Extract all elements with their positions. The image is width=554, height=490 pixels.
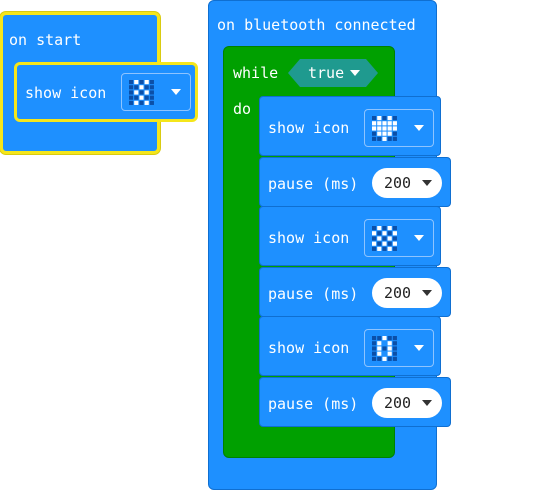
pause-duration-field[interactable]: 200 [372, 278, 442, 308]
pause-block[interactable]: pause (ms) 200 [259, 377, 451, 427]
icon-picker[interactable] [364, 109, 434, 147]
true-condition[interactable]: true [288, 59, 378, 87]
diamond-icon [372, 226, 397, 251]
show-icon-block[interactable]: show icon [259, 206, 441, 266]
heart-icon [372, 116, 397, 141]
show-icon-label: show icon [25, 84, 107, 102]
show-icon-block[interactable]: show icon [259, 316, 441, 376]
while-label: while [233, 64, 279, 82]
on-start-label: on start [9, 31, 82, 49]
icon-picker[interactable] [121, 73, 191, 111]
icon-picker[interactable] [364, 219, 434, 257]
on-start-show-icon-block[interactable]: show icon [14, 62, 198, 122]
pause-value: 200 [384, 174, 412, 192]
pause-block[interactable]: pause (ms) 200 [259, 157, 451, 207]
show-icon-block[interactable]: show icon [259, 96, 441, 156]
icon-picker[interactable] [364, 329, 434, 367]
show-icon-label: show icon [268, 119, 350, 137]
pause-value: 200 [384, 284, 412, 302]
show-icon-label: show icon [268, 339, 350, 357]
pause-label: pause (ms) [268, 285, 359, 303]
pause-label: pause (ms) [268, 175, 359, 193]
chevron-down-icon [414, 345, 424, 351]
chevron-down-icon [414, 235, 424, 241]
condition-value: true [308, 64, 345, 82]
small-diamond-icon [129, 80, 154, 105]
chevron-down-icon [422, 290, 432, 296]
pause-label: pause (ms) [268, 395, 359, 413]
pause-duration-field[interactable]: 200 [372, 388, 442, 418]
on-bluetooth-connected-label: on bluetooth connected [217, 16, 416, 34]
pause-duration-field[interactable]: 200 [372, 168, 442, 198]
chevron-down-icon [350, 70, 360, 76]
pause-value: 200 [384, 394, 412, 412]
pause-block[interactable]: pause (ms) 200 [259, 267, 451, 317]
chevron-down-icon [414, 125, 424, 131]
show-icon-label: show icon [268, 229, 350, 247]
chevron-down-icon [422, 180, 432, 186]
do-label: do [233, 100, 252, 118]
chevron-down-icon [422, 400, 432, 406]
chevron-down-icon [171, 89, 181, 95]
small-diamond-icon [372, 336, 397, 361]
